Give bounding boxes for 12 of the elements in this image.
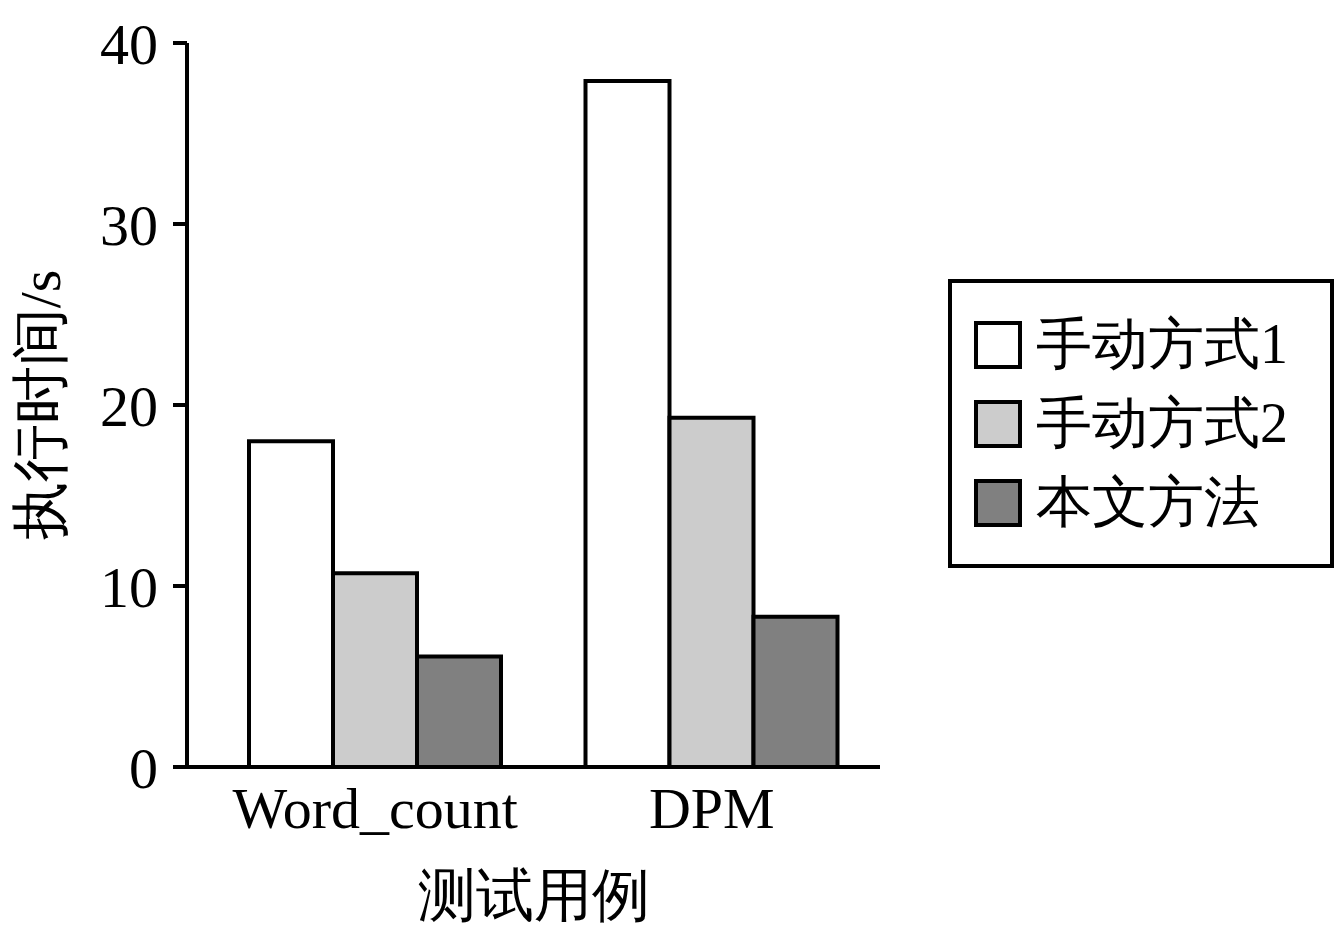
y-tick-label: 10: [100, 554, 158, 620]
legend-label: 手动方式1: [1036, 311, 1288, 377]
legend-label: 手动方式2: [1036, 390, 1288, 456]
x-tick-label: DPM: [648, 776, 775, 842]
x-axis-title: 测试用例: [417, 862, 650, 928]
legend-label: 本文方法: [1036, 469, 1260, 535]
y-tick-label: 30: [100, 192, 158, 258]
y-tick-label: 0: [129, 735, 158, 801]
y-axis-title: 执行时间/s: [7, 269, 73, 541]
y-tick-label: 40: [100, 11, 158, 77]
x-tick-label: Word_count: [232, 776, 518, 842]
y-tick-label: 20: [100, 373, 158, 439]
